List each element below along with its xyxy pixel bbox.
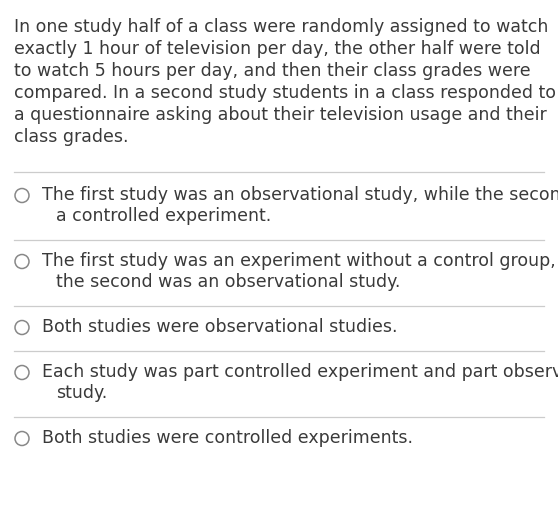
Text: The first study was an experiment without a control group, while: The first study was an experiment withou… bbox=[42, 252, 558, 270]
Text: to watch 5 hours per day, and then their class grades were: to watch 5 hours per day, and then their… bbox=[14, 62, 531, 80]
Text: exactly 1 hour of television per day, the other half were told: exactly 1 hour of television per day, th… bbox=[14, 40, 541, 58]
Text: study.: study. bbox=[56, 384, 107, 402]
Text: a questionnaire asking about their television usage and their: a questionnaire asking about their telev… bbox=[14, 106, 547, 124]
Text: class grades.: class grades. bbox=[14, 128, 128, 146]
Text: a controlled experiment.: a controlled experiment. bbox=[56, 207, 271, 225]
Text: the second was an observational study.: the second was an observational study. bbox=[56, 273, 401, 291]
Text: Each study was part controlled experiment and part observational: Each study was part controlled experimen… bbox=[42, 363, 558, 381]
Text: compared. In a second study students in a class responded to: compared. In a second study students in … bbox=[14, 84, 556, 102]
Text: Both studies were controlled experiments.: Both studies were controlled experiments… bbox=[42, 429, 413, 447]
Text: The first study was an observational study, while the second was: The first study was an observational stu… bbox=[42, 186, 558, 204]
Text: Both studies were observational studies.: Both studies were observational studies. bbox=[42, 318, 397, 336]
Text: In one study half of a class were randomly assigned to watch: In one study half of a class were random… bbox=[14, 18, 549, 36]
